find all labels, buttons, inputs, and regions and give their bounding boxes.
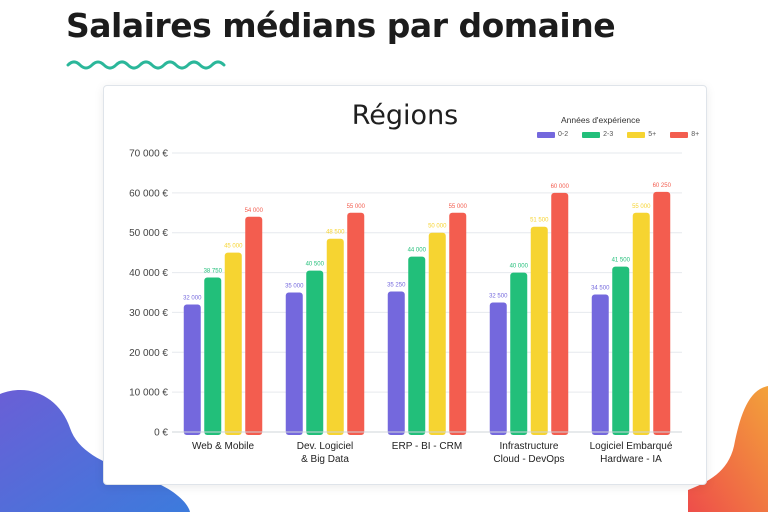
- bar: [245, 216, 263, 435]
- data-label: 32 500: [489, 293, 508, 299]
- bar: [428, 232, 446, 435]
- y-tick-label: 0 €: [154, 428, 168, 439]
- chart-card: Régions Années d'expérience 0-2 2-3 5+ 8…: [103, 85, 707, 485]
- bar: [551, 192, 569, 435]
- legend-item: 8+: [670, 131, 699, 138]
- bar: [224, 252, 242, 435]
- chart-title: Régions: [351, 100, 459, 131]
- data-label: 51 500: [530, 218, 549, 224]
- squiggle-decoration: [66, 60, 226, 70]
- data-label: 55 000: [632, 204, 651, 210]
- y-tick-label: 70 000 €: [129, 149, 168, 160]
- data-label: 48 500: [326, 230, 345, 236]
- legend-swatch: [537, 131, 555, 138]
- y-tick-label: 40 000 €: [129, 268, 168, 279]
- data-label: 38 750: [204, 269, 223, 275]
- x-tick-label: Logiciel Embarqué: [590, 441, 673, 452]
- bar: [204, 277, 222, 435]
- data-label: 35 250: [387, 283, 406, 289]
- legend-title: Années d'expérience: [561, 115, 641, 125]
- data-label: 34 500: [591, 285, 610, 291]
- legend-label: 8+: [691, 131, 700, 138]
- x-tick-label: & Big Data: [301, 454, 349, 465]
- x-tick-label: Web & Mobile: [192, 441, 255, 452]
- bar: [632, 212, 650, 435]
- bar: [306, 270, 324, 435]
- legend-swatch: [582, 131, 601, 138]
- x-tick-label: Hardware - IA: [600, 454, 662, 465]
- data-label: 35 000: [285, 284, 304, 290]
- data-label: 60 250: [653, 183, 672, 189]
- data-label: 54 000: [245, 208, 264, 214]
- right-blob-decoration: [688, 386, 768, 512]
- y-tick-label: 20 000 €: [129, 348, 168, 359]
- legend-label: 2-3: [603, 131, 614, 138]
- legend-item: 0-2: [537, 131, 568, 138]
- bar-chart: 0 € 10 000 € 20 000 € 30 000 € 40 000 € 50 00…: [129, 149, 682, 465]
- legend-item: 2-3: [582, 131, 613, 138]
- data-label: 55 000: [449, 204, 468, 210]
- bar: [347, 212, 365, 435]
- y-tick-label: 50 000 €: [129, 228, 168, 239]
- bar: [183, 304, 201, 435]
- data-label: 40 500: [306, 262, 325, 268]
- bar: [653, 191, 671, 435]
- data-label: 44 000: [408, 248, 427, 254]
- y-tick-label: 30 000 €: [129, 308, 168, 319]
- bar: [612, 266, 630, 435]
- x-tick-label: ERP - BI - CRM: [392, 441, 462, 452]
- data-label: 41 500: [612, 258, 631, 264]
- bar: [530, 226, 548, 435]
- data-label: 55 000: [347, 204, 366, 210]
- page-title: Salaires médians par domaine: [66, 6, 616, 45]
- data-label: 32 000: [183, 295, 202, 301]
- bar: [408, 256, 426, 435]
- y-tick-label: 10 000 €: [129, 388, 168, 399]
- bar: [591, 294, 609, 435]
- bar: [285, 292, 303, 435]
- x-tick-label: Infrastructure: [500, 441, 559, 452]
- legend: 0-2 2-3 5+ 8+: [537, 131, 699, 138]
- data-label: 50 000: [428, 224, 447, 230]
- bar: [510, 272, 528, 435]
- data-label: 45 000: [224, 244, 243, 250]
- legend-swatch: [670, 131, 689, 138]
- data-label: 60 000: [551, 184, 570, 190]
- legend-item: 5+: [627, 131, 656, 138]
- legend-label: 0-2: [558, 131, 569, 138]
- bar: [387, 291, 405, 435]
- x-tick-label: Cloud - DevOps: [493, 454, 564, 465]
- data-label: 40 000: [510, 264, 529, 270]
- legend-label: 5+: [648, 131, 657, 138]
- legend-swatch: [627, 131, 646, 138]
- bar: [489, 302, 507, 435]
- x-tick-label: Dev. Logiciel: [297, 441, 354, 452]
- y-tick-label: 60 000 €: [129, 188, 168, 199]
- bar: [449, 212, 467, 435]
- bar: [326, 238, 344, 435]
